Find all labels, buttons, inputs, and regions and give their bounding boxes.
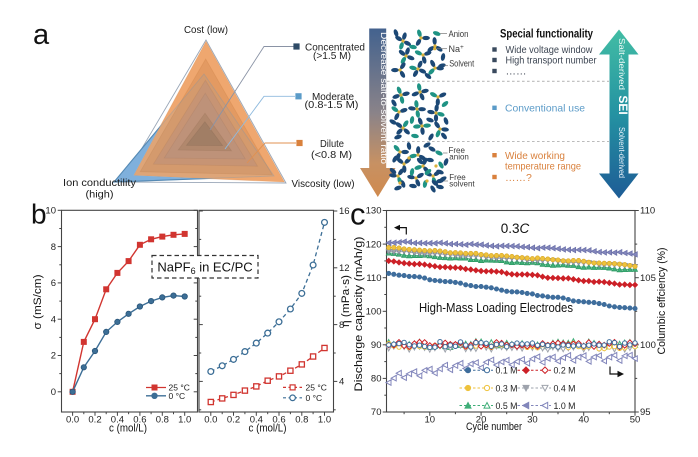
svg-text:Concentrated: Concentrated xyxy=(305,42,365,54)
svg-text:4: 4 xyxy=(339,377,344,388)
svg-text:110: 110 xyxy=(366,273,381,284)
svg-text:Free: Free xyxy=(449,173,466,182)
svg-text:8: 8 xyxy=(51,242,56,253)
svg-text:0.8: 0.8 xyxy=(295,415,308,426)
svg-text:(>1.5 M): (>1.5 M) xyxy=(313,50,351,62)
svg-text:c (mol/L): c (mol/L) xyxy=(249,423,287,435)
svg-text:……: …… xyxy=(506,66,527,78)
svg-text:0.0: 0.0 xyxy=(204,415,217,426)
svg-text:Moderate: Moderate xyxy=(312,91,354,103)
svg-text:a: a xyxy=(33,19,50,51)
svg-text:0 °C: 0 °C xyxy=(306,393,323,403)
svg-text:0.4: 0.4 xyxy=(250,415,263,426)
svg-text:0.5 M: 0.5 M xyxy=(496,401,518,412)
svg-text:20: 20 xyxy=(476,415,487,426)
svg-text:10: 10 xyxy=(425,415,436,426)
svg-text:95: 95 xyxy=(640,407,651,418)
svg-text:Columbic effciency (%): Columbic effciency (%) xyxy=(656,248,668,355)
svg-text:1.0: 1.0 xyxy=(318,415,331,426)
svg-text:……?: ……? xyxy=(505,172,532,184)
svg-text:30: 30 xyxy=(527,415,538,426)
svg-text:6: 6 xyxy=(51,278,56,289)
svg-text:0 °C: 0 °C xyxy=(169,391,186,401)
svg-text:70: 70 xyxy=(371,407,382,418)
svg-text:0: 0 xyxy=(51,387,56,398)
svg-text:c (mol/L): c (mol/L) xyxy=(109,423,147,435)
svg-text:2: 2 xyxy=(51,351,56,362)
svg-text:10: 10 xyxy=(45,206,56,217)
svg-text:b: b xyxy=(31,199,47,230)
svg-text:Cycle number: Cycle number xyxy=(466,421,522,433)
svg-text:Cost (low): Cost (low) xyxy=(184,24,228,36)
svg-text:Dilute: Dilute xyxy=(320,138,344,150)
svg-text:0.1 M: 0.1 M xyxy=(496,366,518,377)
svg-text:0.4 M: 0.4 M xyxy=(554,383,576,394)
svg-text:Wide voltage window: Wide voltage window xyxy=(506,44,593,56)
svg-text:0.6: 0.6 xyxy=(133,415,146,426)
svg-text:SEI: SEI xyxy=(616,95,630,114)
svg-text:100: 100 xyxy=(366,307,382,318)
svg-text:16: 16 xyxy=(339,206,350,217)
svg-text:80: 80 xyxy=(371,374,382,385)
svg-text:Salt-derived: Salt-derived xyxy=(617,38,627,90)
svg-text:25 °C: 25 °C xyxy=(169,383,190,393)
svg-text:0.6: 0.6 xyxy=(272,415,285,426)
svg-text:Viscosity (low): Viscosity (low) xyxy=(292,178,355,190)
svg-text:0.2: 0.2 xyxy=(88,415,101,426)
svg-text:Na+: Na+ xyxy=(449,44,465,54)
svg-text:Discharge capacity (mAh/g): Discharge capacity (mAh/g) xyxy=(353,237,365,392)
svg-text:(high): (high) xyxy=(86,189,114,201)
svg-text:Solvent-derived: Solvent-derived xyxy=(617,127,627,178)
svg-text:105: 105 xyxy=(640,273,656,284)
svg-text:High transport number: High transport number xyxy=(506,55,597,67)
svg-text:Anion: Anion xyxy=(449,29,469,39)
svg-text:(<0.8 M): (<0.8 M) xyxy=(311,149,352,161)
svg-text:High-Mass Loading Electrodes: High-Mass Loading Electrodes xyxy=(419,300,573,315)
svg-text:Solvent: Solvent xyxy=(449,59,474,69)
svg-text:110: 110 xyxy=(640,206,655,217)
svg-text:25 °C: 25 °C xyxy=(306,383,327,393)
svg-text:0.2: 0.2 xyxy=(227,415,240,426)
svg-text:1.0: 1.0 xyxy=(178,415,191,426)
svg-text:(0.8-1.5 M): (0.8-1.5 M) xyxy=(305,99,359,111)
svg-text:90: 90 xyxy=(371,340,382,351)
svg-text:100: 100 xyxy=(640,340,656,351)
svg-text:50: 50 xyxy=(630,415,641,426)
svg-text:Ion conductility: Ion conductility xyxy=(63,177,137,189)
svg-text:8: 8 xyxy=(339,320,344,331)
svg-text:NaPF6 in EC/PC: NaPF6 in EC/PC xyxy=(157,260,252,277)
svg-text:40: 40 xyxy=(578,415,589,426)
svg-text:σ (mS/cm): σ (mS/cm) xyxy=(32,275,44,330)
svg-text:solvent: solvent xyxy=(449,179,475,188)
svg-text:Free: Free xyxy=(449,146,466,155)
svg-text:0.2 M: 0.2 M xyxy=(554,366,576,377)
svg-text:Wide working: Wide working xyxy=(505,150,565,162)
svg-text:Conventional use: Conventional use xyxy=(505,103,585,115)
svg-text:0.8: 0.8 xyxy=(156,415,169,426)
svg-text:anion: anion xyxy=(449,153,469,162)
svg-text:c: c xyxy=(350,197,366,232)
svg-text:12: 12 xyxy=(339,263,350,274)
svg-text:0.3 M: 0.3 M xyxy=(496,383,518,394)
svg-text:temperature range: temperature range xyxy=(505,161,581,173)
svg-text:0.0: 0.0 xyxy=(66,415,79,426)
svg-text:Special functionality: Special functionality xyxy=(500,27,593,41)
svg-text:4: 4 xyxy=(51,314,56,325)
svg-text:130: 130 xyxy=(366,206,382,217)
svg-text:0.4: 0.4 xyxy=(111,415,124,426)
svg-text:120: 120 xyxy=(366,239,382,250)
svg-text:0.3C: 0.3C xyxy=(501,221,530,236)
svg-text:1.0 M: 1.0 M xyxy=(554,401,576,412)
svg-text:η (mPa·s): η (mPa·s) xyxy=(340,275,352,327)
svg-text:Decrease salt-to-solvent ratio: Decrease salt-to-solvent ratio xyxy=(379,32,389,164)
